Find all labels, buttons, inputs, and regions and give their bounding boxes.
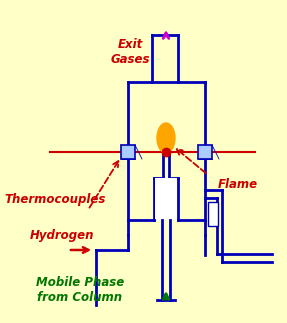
Bar bbox=[155, 178, 177, 220]
Ellipse shape bbox=[157, 123, 175, 153]
Bar bbox=[208, 202, 218, 226]
Text: Flame: Flame bbox=[218, 179, 258, 192]
Bar bbox=[121, 145, 135, 159]
Text: Thermocouples: Thermocouples bbox=[4, 193, 106, 206]
Text: Hydrogen: Hydrogen bbox=[30, 228, 94, 242]
Text: Exit
Gases: Exit Gases bbox=[110, 38, 150, 66]
Bar bbox=[198, 145, 212, 159]
Text: Mobile Phase
from Column: Mobile Phase from Column bbox=[36, 276, 124, 304]
